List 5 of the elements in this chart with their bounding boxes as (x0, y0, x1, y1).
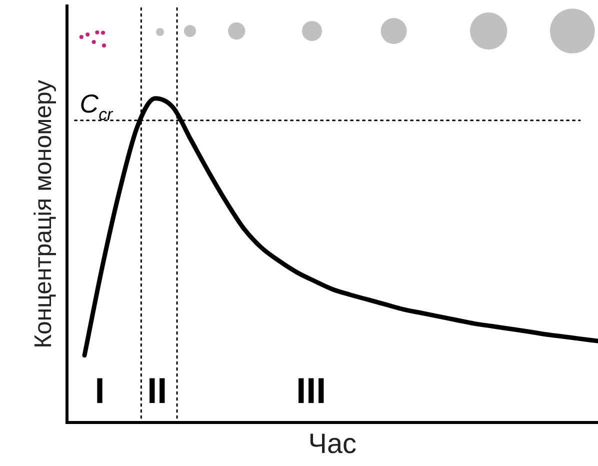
y-axis-title: Концентрація мономеру (30, 80, 58, 348)
annotation: II (147, 370, 168, 412)
x-axis-title: Час (308, 428, 357, 459)
annotation: I (94, 370, 105, 412)
annotation: III (296, 370, 326, 412)
